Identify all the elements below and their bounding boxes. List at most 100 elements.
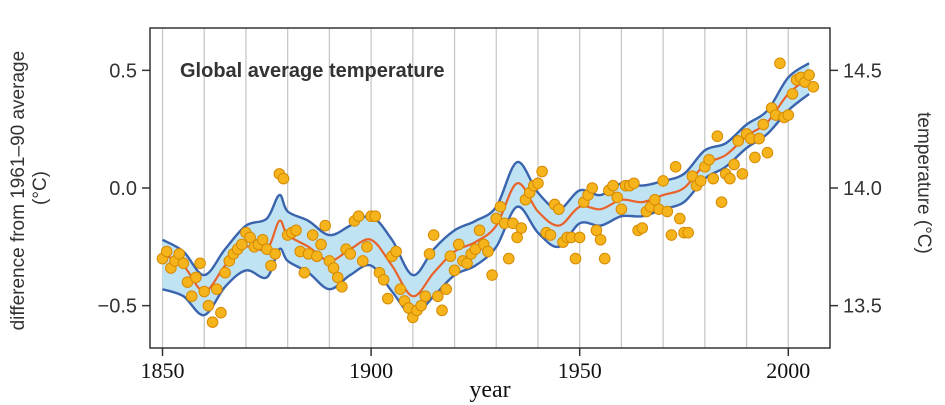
data-point-1949: [569, 252, 582, 265]
data-point-1956: [598, 252, 611, 265]
data-point-1915: [427, 229, 440, 241]
data-point-1907: [394, 283, 407, 295]
left-axis-label: difference from 1961–90 average (°C): [8, 46, 51, 331]
data-point-1903: [377, 273, 390, 286]
data-point-1929: [486, 269, 498, 281]
data-point-1995: [761, 146, 774, 159]
data-point-1912: [415, 299, 427, 312]
data-point-1897: [352, 210, 365, 223]
data-point-1998: [774, 57, 786, 70]
data-point-1884: [298, 266, 311, 279]
data-point-1959: [611, 191, 624, 204]
data-point-1865: [219, 266, 231, 279]
data-point-1979: [694, 175, 707, 187]
data-point-1926: [473, 224, 486, 237]
data-point-1972: [665, 229, 678, 241]
axis-ticks: [142, 69, 838, 356]
data-point-1917: [436, 304, 448, 317]
data-point-1863: [210, 283, 223, 295]
data-point-1982: [707, 172, 719, 185]
x-tick-label-2000: 2000: [766, 358, 810, 383]
data-point-1888: [315, 238, 327, 251]
data-point-1945: [553, 203, 565, 215]
data-point-1882: [290, 224, 302, 237]
data-point-1935: [511, 231, 523, 244]
data-point-1941: [536, 165, 548, 178]
data-point-1893: [336, 281, 348, 293]
data-point-1960: [615, 203, 628, 215]
data-point-1963: [628, 177, 640, 190]
data-point-1988: [732, 135, 745, 147]
uncertainty-upper-bound-line: [161, 62, 810, 277]
data-point-1913: [419, 290, 432, 303]
right-axis-label: temperature (°C): [913, 112, 934, 254]
data-point-1983: [711, 130, 724, 143]
data-point-1936: [515, 222, 528, 234]
x-tick-label-1900: 1900: [349, 358, 393, 383]
uncertainty-band: [162, 63, 810, 316]
data-point-2000: [782, 109, 795, 121]
axis-tick-labels: 1850 1900 1950 2000 −0.5 0.0 0.5 13.5 14.0 14.5: [98, 60, 882, 383]
data-point-1986: [724, 172, 736, 185]
data-point-1970: [657, 175, 669, 187]
data-point-1965: [636, 222, 649, 234]
data-point-2001: [786, 88, 799, 100]
data-point-1895: [344, 248, 357, 260]
data-point-2005: [803, 69, 815, 81]
left-tick-label: 0.0: [109, 178, 137, 200]
data-point-1989: [736, 168, 749, 180]
data-point-1876: [265, 259, 277, 272]
data-point-1855: [177, 257, 190, 270]
data-point-1950: [573, 231, 586, 244]
data-point-1860: [198, 285, 211, 298]
data-point-1862: [206, 316, 219, 328]
data-point-1906: [390, 245, 402, 258]
data-point-1981: [703, 153, 715, 166]
data-point-1940: [532, 177, 544, 190]
data-point-1851: [160, 245, 173, 258]
left-tick-label: 0.5: [109, 60, 137, 82]
data-point-1984: [715, 196, 728, 208]
data-point-1916: [432, 290, 444, 303]
data-point-1971: [661, 205, 674, 218]
data-point-1968: [648, 193, 661, 206]
data-point-1901: [369, 210, 382, 223]
data-point-1874: [256, 233, 269, 246]
data-point-1931: [494, 201, 507, 213]
left-tick-label: −0.5: [98, 296, 137, 318]
smoothed-trend-line: [161, 76, 810, 298]
data-point-1928: [482, 245, 494, 258]
data-point-1943: [544, 229, 557, 241]
data-point-1914: [423, 248, 436, 260]
annual-data-points: [156, 57, 820, 328]
data-point-1920: [448, 264, 461, 277]
data-point-1923: [461, 257, 473, 270]
data-point-1898: [356, 255, 369, 267]
data-point-1992: [749, 151, 761, 164]
data-point-1864: [215, 306, 227, 319]
data-point-1857: [185, 290, 198, 303]
chart-title: Global average temperature: [180, 60, 445, 82]
data-point-1859: [194, 257, 206, 270]
right-tick-label: 14.5: [843, 60, 882, 82]
data-point-1891: [327, 262, 340, 274]
data-point-1954: [590, 224, 603, 237]
uncertainty-lower-bound-line: [162, 92, 810, 317]
data-point-1879: [277, 172, 290, 185]
data-point-1892: [331, 271, 344, 284]
data-point-1993: [753, 132, 765, 145]
data-point-1976: [682, 226, 694, 239]
x-tick-label-1950: 1950: [558, 358, 602, 383]
data-point-1904: [381, 292, 394, 305]
data-point-1955: [594, 233, 607, 246]
x-tick-label-1850: 1850: [141, 358, 185, 383]
data-point-1974: [674, 212, 686, 225]
data-point-1953: [586, 182, 599, 194]
data-point-1871: [244, 231, 256, 244]
data-point-1887: [311, 250, 323, 263]
data-point-1987: [728, 158, 740, 171]
data-point-1919: [444, 250, 457, 263]
data-point-1858: [190, 271, 202, 284]
data-point-1854: [173, 248, 186, 260]
